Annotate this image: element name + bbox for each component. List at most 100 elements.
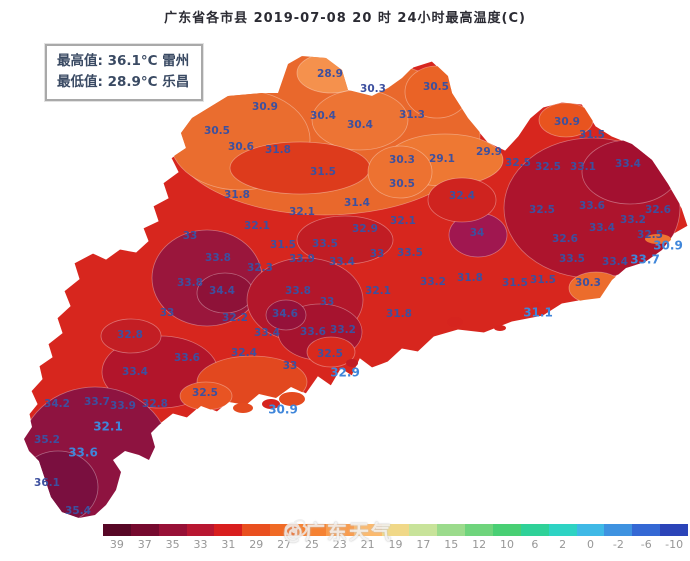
temp-label: 31.5	[502, 277, 528, 289]
colorbar-segment	[493, 524, 521, 536]
temp-label: 30.3	[575, 277, 601, 289]
region-32-4	[427, 177, 497, 223]
island-shangchuan	[279, 392, 305, 406]
colorbar-tick-label: 35	[165, 538, 180, 551]
temp-label: 33.4	[329, 256, 355, 268]
region-32-5-coast	[306, 336, 356, 368]
temp-label: 32.5	[317, 348, 343, 360]
temp-label: 32.9	[352, 223, 378, 235]
colorbar-segment	[158, 524, 187, 536]
legend-max-line: 最高值: 36.1°C 雷州	[57, 53, 190, 69]
temp-label: 31.8	[457, 272, 483, 284]
colorbar-segment	[465, 524, 494, 536]
page-title: 广东省各市县 2019-07-08 20 时 24小时最高温度(C)	[164, 11, 526, 26]
colorbar-tick-label: 39	[109, 538, 124, 551]
temp-label: 32.1	[93, 420, 123, 434]
temp-label: 33.4	[122, 366, 148, 378]
colorbar-segment	[437, 524, 466, 536]
region-mid-crimson	[296, 215, 394, 265]
temp-label: 28.9	[317, 68, 343, 80]
colorbar-tick-label: -6	[640, 538, 652, 551]
islands	[233, 234, 671, 413]
colorbar-segment	[660, 524, 689, 536]
colorbar-segment	[548, 524, 577, 536]
temp-label: 32.1	[244, 220, 270, 232]
temp-label: 33	[283, 360, 298, 372]
temp-label: 31.1	[523, 306, 553, 320]
temp-label: 34	[470, 227, 485, 239]
temp-label: 33.5	[312, 238, 338, 250]
colorbar-segment	[520, 524, 549, 536]
temp-label: 34.6	[272, 308, 298, 320]
colorbar-segment	[214, 524, 243, 536]
temp-label: 33	[370, 248, 385, 260]
colorbar-tick-label: -10	[665, 538, 684, 551]
temp-label: 33.7	[630, 253, 660, 267]
colorbar-tick-label: 27	[277, 538, 292, 551]
colorbar-segment	[130, 524, 159, 536]
temp-label: 33	[160, 307, 175, 319]
temp-label: 33.4	[615, 158, 641, 170]
region-east-dark2	[581, 139, 679, 205]
colorbar-segment	[576, 524, 605, 536]
temp-label: 30.9	[554, 116, 580, 128]
colorbar-segment	[325, 524, 354, 536]
colorbar-tick-label: 21	[360, 538, 375, 551]
temp-label: 31.5	[579, 129, 605, 141]
islet-estuary	[346, 359, 358, 367]
colorbar-tick-label: 2	[559, 538, 567, 551]
colorbar-segment	[242, 524, 271, 536]
temp-label: 32.1	[289, 206, 315, 218]
island-nanao	[645, 234, 671, 244]
temp-label: 33.8	[177, 277, 203, 289]
temp-label: 31.8	[224, 189, 250, 201]
colorbar-segment	[353, 524, 382, 536]
temp-label: 33.9	[289, 253, 315, 265]
temp-label: 29.1	[429, 153, 455, 165]
colorbar-segment	[270, 524, 299, 536]
islet	[494, 325, 506, 331]
temp-label: 33.5	[559, 253, 585, 265]
island-xiachuan	[262, 399, 280, 409]
temp-label: 30.4	[347, 119, 373, 131]
colorbar-tick-label: 10	[499, 538, 514, 551]
colorbar-segment	[103, 524, 131, 536]
colorbar-tick-label: 12	[472, 538, 487, 551]
temp-label: 33.4	[254, 327, 280, 339]
temp-label: 30.5	[389, 178, 415, 190]
colorbar-segment	[298, 524, 326, 536]
temp-label: 33.9	[110, 400, 136, 412]
temp-label: 32.8	[117, 329, 143, 341]
colorbar-segment	[632, 524, 661, 536]
temp-label: 32.9	[330, 366, 360, 380]
temp-label: 30.9	[268, 403, 298, 417]
temp-label: 33.2	[620, 214, 646, 226]
temp-label: 32.5	[505, 157, 531, 169]
temp-label: 35.4	[65, 505, 91, 517]
temp-label: 31.8	[386, 308, 412, 320]
temp-label: 32.5	[637, 229, 663, 241]
region-shantou-orange2	[610, 278, 644, 302]
colorbar-tick-label: -2	[612, 538, 624, 551]
temp-label: 32.1	[390, 215, 416, 227]
temp-label: 32.5	[535, 161, 561, 173]
temp-label: 31.5	[530, 274, 556, 286]
temp-label: 35.2	[34, 434, 60, 446]
temp-label: 33.6	[300, 326, 326, 338]
islet-hk	[447, 317, 463, 327]
temp-label: 32.4	[231, 347, 257, 359]
colorbar-tick-label: 29	[249, 538, 264, 551]
temp-label: 34.2	[44, 398, 70, 410]
temp-label: 33	[320, 296, 335, 308]
temp-label: 32.8	[142, 398, 168, 410]
temp-label: 33.6	[579, 200, 605, 212]
temp-label: 30.9	[252, 101, 278, 113]
temp-label: 33.4	[589, 222, 615, 234]
colorbar-tick-label: 17	[416, 538, 431, 551]
colorbar-segment	[409, 524, 438, 536]
temp-label: 31.4	[344, 197, 370, 209]
temp-label: 32.3	[247, 262, 273, 274]
province-landmass: 28.9 30.3 30.5 30.9 30.4 30.4 31.3 30.5 30.6 31.8…	[23, 55, 689, 519]
